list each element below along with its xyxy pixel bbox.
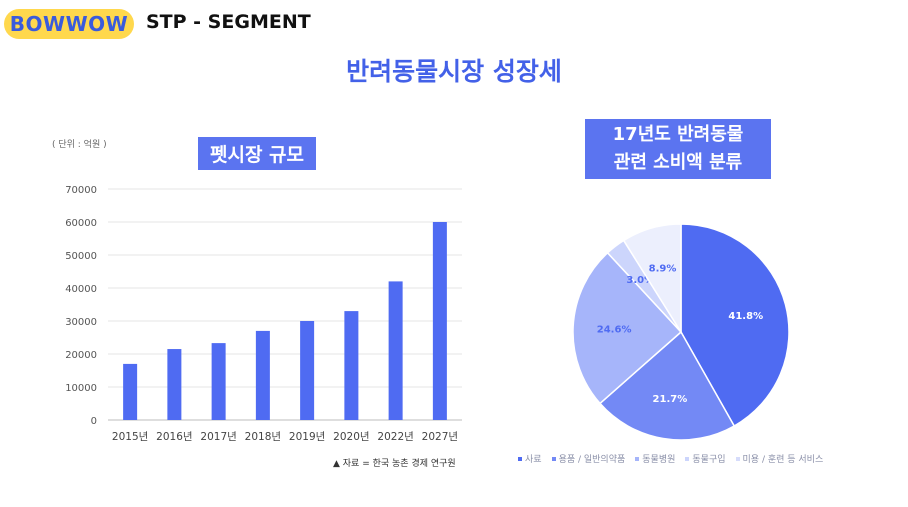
x-tick-label: 2018년 [245,431,281,443]
bar [167,349,182,420]
bar [255,330,270,420]
pie-data-label: 8.9% [649,264,677,275]
pie-slice [598,330,736,441]
bar [344,311,359,420]
legend-swatch [551,456,556,461]
x-tick-label: 2017년 [200,431,236,443]
y-tick-label: 0 [91,416,97,427]
pie-data-label: 41.8% [728,311,763,322]
legend-swatch [518,456,522,461]
y-tick-label: 40000 [65,284,97,295]
y-tick-label: 50000 [65,251,97,262]
y-tick-label: 30000 [65,317,97,328]
pie-slice [680,223,790,428]
y-tick-label: 20000 [65,350,97,361]
x-tick-label: 2015년 [112,431,148,443]
bar [432,222,447,420]
bar-chart: 0 10000 20000 30000 40000 50000 60000 70000 2015… [65,185,462,443]
legend-swatch [735,456,740,461]
page-title: 반려동물시장 성장세 [346,57,562,86]
header-title: STP - SEGMENT [146,11,311,33]
legend-swatch [635,456,640,461]
bar [300,321,315,420]
x-tick-label: 2019년 [289,431,325,443]
pie-data-label: 21.7% [653,394,688,405]
pie-chart-label: 17년도 반려동물 관련 소비액 분류 [585,119,771,179]
pie-chart: 41.8% 21.7% 24.6% 3.0%8.9% [572,223,790,441]
unit-note: ( 단위 : 억원 ) [52,140,107,150]
x-tick-label: 2022년 [377,431,413,443]
legend-label: 용품 / 일반의약품 [558,455,626,465]
y-tick-label: 60000 [65,218,97,229]
bar [123,363,138,420]
legend-item: 동물구입 [685,452,726,465]
pie-chart-label-line2: 관련 소비액 분류 [613,152,743,173]
source-note: ▲ 자료 = 한국 농촌 경제 연구원 [333,459,456,469]
x-tick-label: 2016년 [156,431,192,443]
legend-swatch [685,456,690,461]
brand-badge: BOWWOW [4,9,134,39]
pie-data-label: 24.6% [597,325,632,336]
legend-item: 동물병원 [635,452,675,465]
bar [211,343,226,420]
legend-item: 미용 / 훈련 등 서비스 [735,452,824,465]
legend-label: 동물구입 [692,455,726,465]
legend-label: 미용 / 훈련 등 서비스 [742,455,824,465]
pie-chart-label-line1: 17년도 반려동물 [612,124,744,145]
pie-slice [572,251,683,405]
legend-item: 사료 [518,452,542,465]
legend-label: 동물병원 [642,455,676,465]
pie-slice [622,223,682,335]
x-tick-label: 2020년 [333,431,369,443]
bar-chart-label: 펫시장 규모 [198,137,317,170]
pie-data-label: 3.0% [626,275,654,286]
x-tick-label: 2027년 [422,431,458,443]
y-tick-label: 10000 [65,383,97,394]
legend-label: 사료 [525,455,542,465]
y-tick-label: 70000 [65,185,97,196]
legend-item: 용품 / 일반의약품 [551,452,626,465]
bar [388,281,403,420]
pie-legend: 사료 용품 / 일반의약품 동물병원 동물구입 미용 / 훈련 등 서비스 [518,452,823,465]
